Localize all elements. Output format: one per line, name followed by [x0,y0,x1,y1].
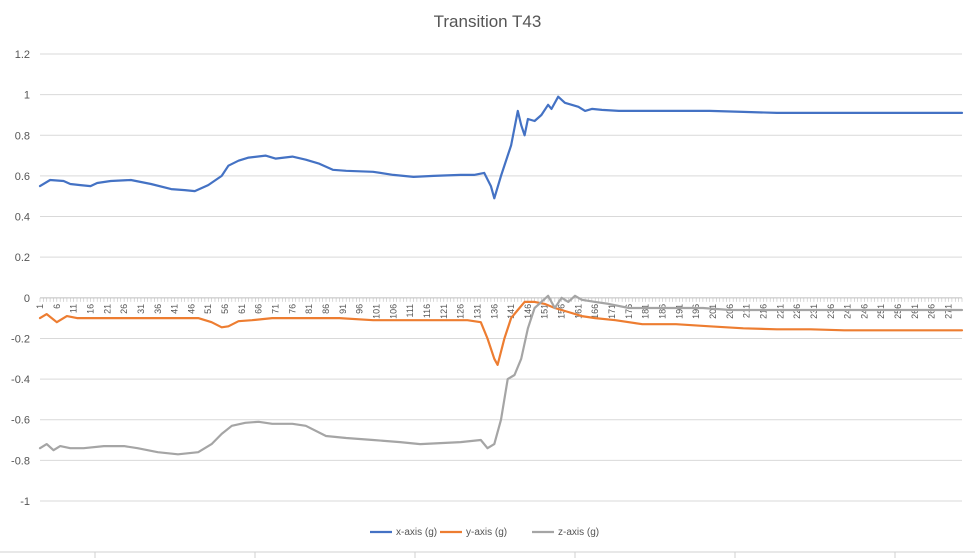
legend-label: z-axis (g) [558,527,599,538]
x-tick-label: 16 [85,304,95,314]
series-line-2 [38,300,964,366]
chart-title: Transition T43 [433,12,542,31]
x-tick-label: 26 [119,304,129,314]
x-tick-label: 86 [321,304,331,314]
x-tick-label: 236 [826,304,836,319]
y-tick-label: 0.4 [15,212,30,224]
x-tick-label: 61 [237,304,247,314]
x-tick-label: 111 [405,304,415,318]
legend-label: y-axis (g) [466,527,507,538]
y-tick-label: -0.6 [11,415,30,427]
x-tick-label: 271 [944,304,954,319]
y-tick-label: 0.6 [15,171,30,183]
legend: x-axis (g) y-axis (g) z-axis (g) [370,527,599,538]
x-tick-label: 121 [439,304,449,319]
x-tick-label: 141 [506,304,516,319]
x-tick-label: 1 [35,304,45,309]
series-lines [38,95,964,456]
y-tick-label: 1.2 [15,49,30,61]
y-tick-label: -0.8 [11,455,30,467]
x-tick-label: 146 [523,304,533,319]
legend-label: x-axis (g) [396,527,437,538]
x-tick-label: 161 [573,304,583,319]
x-tick-label: 201 [708,304,718,319]
x-tick-label: 6 [52,304,62,309]
x-tick-label: 251 [876,304,886,319]
series-line-3 [38,294,964,456]
x-tick-label: 191 [674,304,684,319]
x-tick-label: 11 [69,304,79,313]
x-tick-label: 171 [607,304,617,319]
x-tick-label: 261 [910,304,920,319]
x-tick-label: 66 [254,304,264,314]
y-tick-label: 1 [24,90,30,102]
x-tick-label: 266 [927,304,937,319]
x-tick-label: 131 [472,304,482,319]
x-tick-label: 156 [557,304,567,319]
x-tick-label: 256 [893,304,903,319]
x-tick-label: 106 [388,304,398,319]
x-tick-label: 51 [203,304,213,314]
y-tick-label: -0.2 [11,333,30,345]
x-tick-label: 91 [338,304,348,314]
y-tick-label: 0 [24,293,30,305]
y-axis-ticks: 1.2 1 0.8 0.6 0.4 0.2 0 -0.2 -0.4 -0.6 -0.8 -1 [11,49,30,508]
x-tick-label: 81 [304,304,314,314]
gridlines [40,53,962,502]
x-tick-label: 181 [641,304,651,319]
series-line-1 [38,95,964,200]
x-tick-label: 31 [136,304,146,314]
x-tick-label: 196 [691,304,701,319]
x-axis: 1 6 11 16 21 26 31 36 41 46 51 56 61 66 71 76 81 86 91 96 10… [35,297,963,319]
x-tick-label: 151 [540,304,550,319]
x-tick-label: 226 [792,304,802,319]
x-tick-label: 186 [658,304,668,319]
x-tick-label: 76 [287,304,297,314]
bottom-frame [0,551,975,558]
x-tick-label: 241 [843,304,853,319]
y-tick-label: -0.4 [11,374,30,386]
x-tick-label: 176 [624,304,634,319]
x-tick-label: 231 [809,304,819,319]
x-tick-label: 96 [355,304,365,314]
y-tick-label: 0.2 [15,252,30,264]
x-tick-label: 216 [758,304,768,319]
x-tick-label: 166 [590,304,600,319]
x-tick-label: 21 [102,304,112,314]
x-tick-label: 41 [170,304,180,314]
y-tick-label: -1 [20,496,30,508]
x-tick-label: 221 [775,304,785,319]
x-tick-label: 116 [422,304,432,318]
x-tick-label: 126 [456,304,466,319]
x-tick-label: 36 [153,304,163,314]
x-tick-label: 136 [489,304,499,319]
x-tick-label: 246 [859,304,869,319]
x-tick-label: 206 [725,304,735,319]
x-tick-label: 46 [186,304,196,314]
y-tick-label: 0.8 [15,130,30,142]
x-tick-label: 71 [271,304,281,314]
x-tick-label: 101 [371,304,381,319]
x-tick-label: 56 [220,304,230,314]
